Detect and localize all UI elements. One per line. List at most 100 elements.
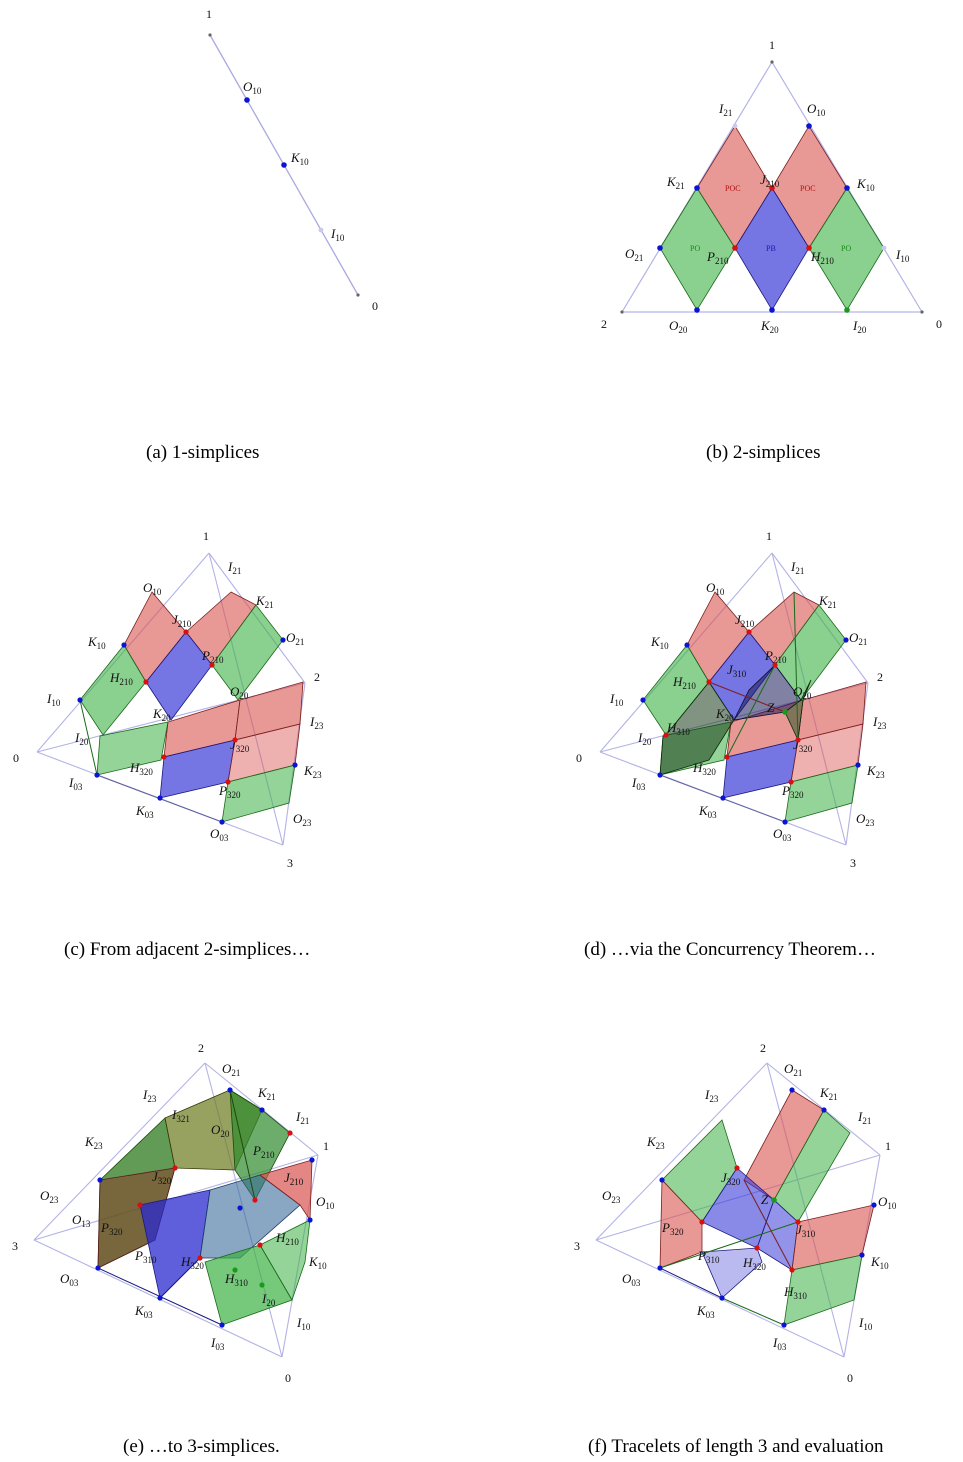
label-p320: P320 — [100, 1220, 123, 1237]
tag-poc-left: POC — [725, 184, 741, 193]
edge-blue-1 — [659, 1267, 723, 1299]
label-o03: O03 — [622, 1271, 641, 1288]
point-o10 — [806, 123, 812, 129]
pb-center — [139, 1189, 211, 1299]
vertex-label-0: 0 — [847, 1371, 853, 1385]
vertex-2 — [620, 310, 624, 314]
label-i21: I21 — [790, 559, 804, 576]
label-k10: K10 — [870, 1254, 889, 1271]
point-z — [771, 1197, 777, 1203]
label-k10: K10 — [856, 176, 875, 193]
vertex-label-0: 0 — [576, 751, 582, 765]
label-o23: O23 — [856, 811, 875, 828]
panel-a: 1 0 O10 K10 I10 — [206, 7, 378, 313]
label-i03: I03 — [68, 775, 83, 792]
label-h210: H210 — [275, 1230, 299, 1247]
point-i21 — [732, 123, 738, 129]
red-points — [699, 1165, 801, 1273]
label-z: Z — [761, 1192, 769, 1207]
label-k03: K03 — [698, 803, 717, 820]
edge-inner — [159, 1257, 201, 1299]
vertex-label-3: 3 — [12, 1239, 18, 1253]
pb-upper — [145, 631, 213, 721]
po-top-right — [229, 1089, 291, 1201]
po-lower-left — [96, 721, 169, 776]
label-j310: J310 — [727, 662, 747, 679]
blue-points — [95, 1087, 315, 1328]
label-o10: O10 — [878, 1194, 897, 1211]
po-lower-right — [784, 764, 859, 823]
label-i03: I03 — [631, 775, 646, 792]
label-i10: I10 — [296, 1315, 311, 1332]
caption-c: (c) From adjacent 2-simplices… — [64, 939, 311, 960]
point-o21 — [657, 245, 663, 251]
label-o03: O03 — [773, 826, 792, 843]
vertex-label-1: 1 — [885, 1139, 891, 1153]
point-k10 — [844, 185, 850, 191]
label-j320: J320 — [152, 1169, 172, 1186]
label-p210: P210 — [764, 648, 787, 665]
vertex-label-1: 1 — [766, 529, 772, 543]
label-o21: O21 — [286, 630, 304, 647]
vertex-label-0: 0 — [13, 751, 19, 765]
label-h320: H320 — [180, 1254, 204, 1271]
label-h210: H210 — [109, 670, 133, 687]
caption-d: (d) …via the Concurrency Theorem… — [584, 939, 876, 960]
point-i20 — [844, 307, 850, 313]
pb-right — [199, 1174, 301, 1259]
label-o20: O20 — [669, 318, 688, 335]
vertex-1 — [208, 33, 212, 37]
point-h210 — [806, 245, 812, 251]
label-i20: I20 — [637, 730, 652, 747]
panel-c: 1 0 2 3 O10 I21 K21 J210 O21 K10 P210 H2… — [13, 529, 324, 870]
caption-e: (e) …to 3-simplices. — [123, 1436, 280, 1457]
label-k03: K03 — [696, 1303, 715, 1320]
label-h310: H310 — [224, 1271, 248, 1288]
label-p320: P320 — [218, 783, 241, 800]
edge-green-2 — [659, 1221, 799, 1269]
label-i23: I23 — [704, 1087, 719, 1104]
caption-a: (a) 1-simplices — [146, 442, 260, 463]
label-i20: I20 — [261, 1291, 276, 1308]
label-o10: O10 — [807, 101, 826, 118]
label-h310: H310 — [666, 720, 690, 737]
red-points — [143, 629, 238, 785]
point-k20 — [769, 307, 775, 313]
label-p210: P210 — [201, 648, 224, 665]
vertex-label-0: 0 — [936, 317, 942, 331]
label-o10: O10 — [243, 79, 262, 96]
point-o10 — [244, 97, 250, 103]
edge-inner-2 — [229, 1089, 256, 1201]
label-k21: K21 — [255, 593, 274, 610]
label-o13: O13 — [72, 1212, 91, 1229]
label-i03: I03 — [772, 1335, 787, 1352]
label-p320: P320 — [781, 783, 804, 800]
panel-e: 2 1 3 0 O21 K21 I23 I21 I321 O20 K23 P21… — [12, 1041, 335, 1385]
vertex-label-2: 2 — [198, 1041, 204, 1055]
edge-green — [79, 699, 98, 776]
vertex-label-0: 0 — [285, 1371, 291, 1385]
label-i23: I23 — [309, 714, 324, 731]
panel-b: POC POC PB PO PO 1 2 0 I21 O10 K21 J210 … — [601, 38, 942, 335]
label-h320: H320 — [742, 1255, 766, 1272]
label-h210: H210 — [810, 249, 834, 266]
tag-po-left: PO — [690, 244, 700, 253]
vertex-label-2: 2 — [314, 670, 320, 684]
vertex-label-1: 1 — [203, 529, 209, 543]
label-i20: I20 — [852, 318, 867, 335]
label-k10: K10 — [308, 1254, 327, 1271]
label-i21: I21 — [227, 559, 241, 576]
label-i23: I23 — [872, 714, 887, 731]
label-i21: I21 — [857, 1109, 871, 1126]
label-o21: O21 — [784, 1061, 802, 1078]
label-i10: I10 — [858, 1315, 873, 1332]
po-upper-right — [211, 604, 284, 701]
point-z — [782, 709, 788, 715]
label-h320: H320 — [692, 760, 716, 777]
label-j210: J210 — [284, 1170, 304, 1187]
label-o10: O10 — [316, 1194, 335, 1211]
caption-b: (b) 2-simplices — [706, 442, 821, 463]
label-p210: P210 — [706, 249, 729, 266]
vertex-label-2: 2 — [877, 670, 883, 684]
label-i20: I20 — [74, 730, 89, 747]
